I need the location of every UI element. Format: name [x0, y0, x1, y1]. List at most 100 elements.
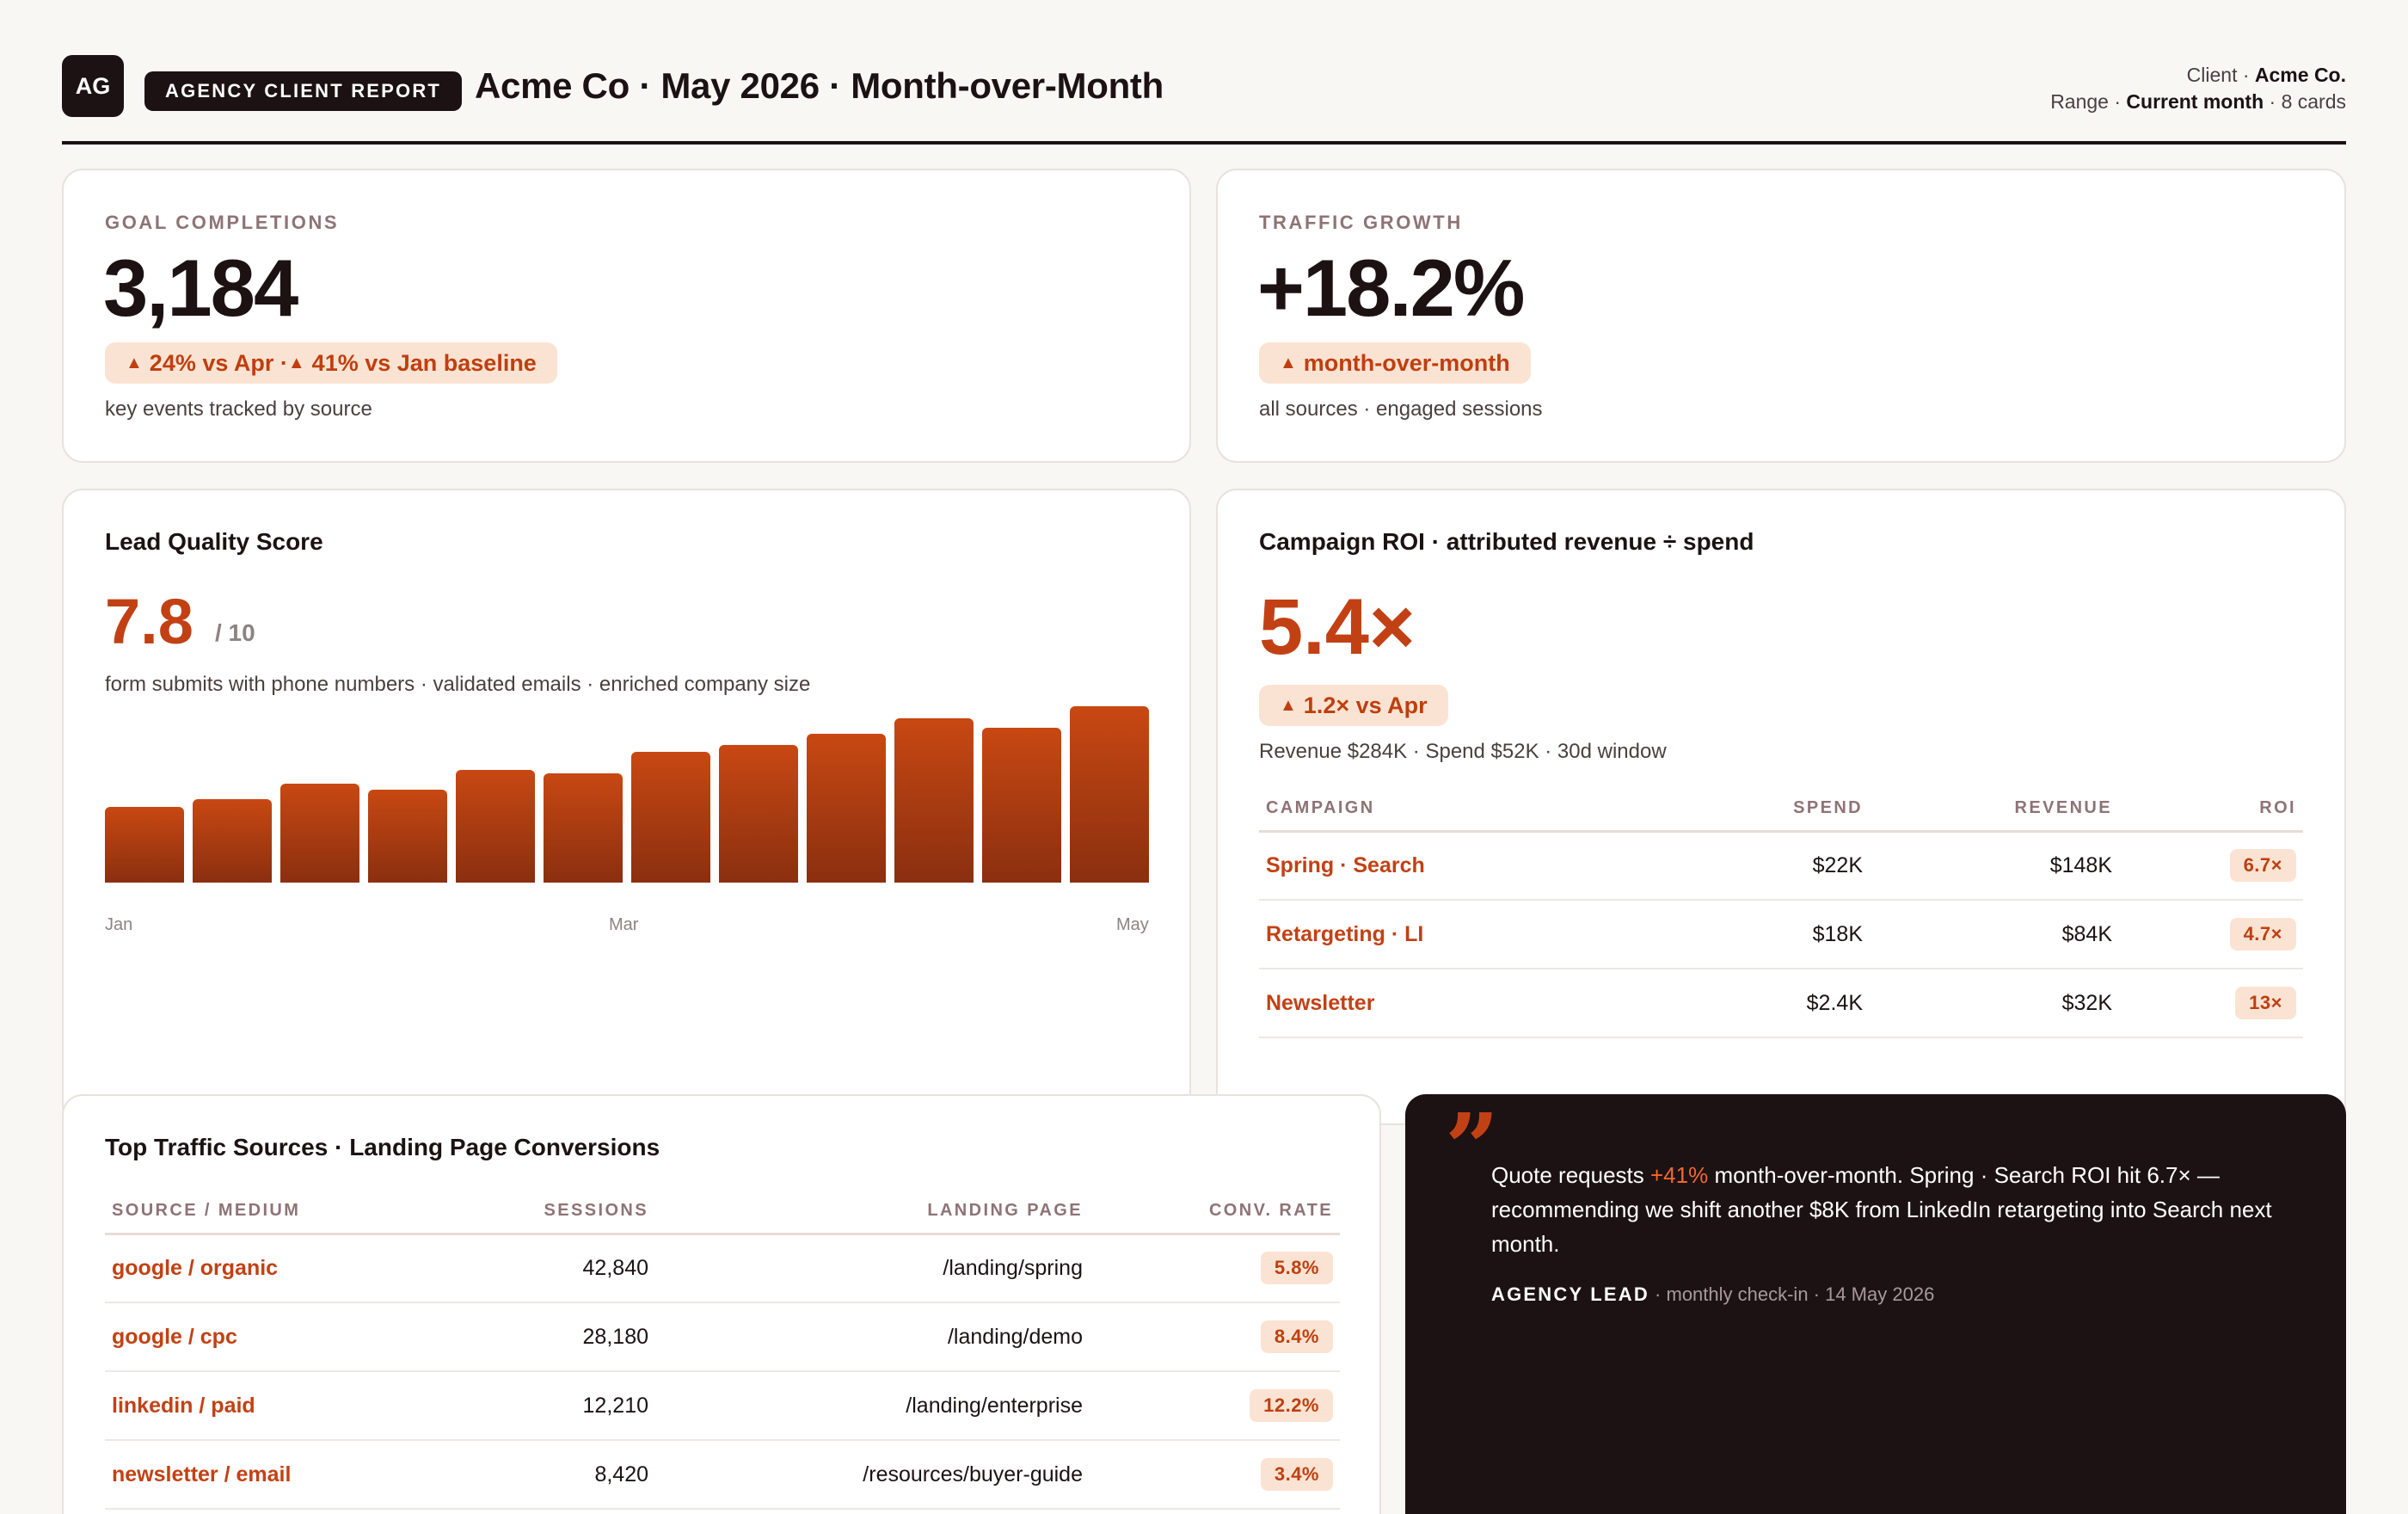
- lead-score-bar: [807, 734, 886, 883]
- table-row[interactable]: newsletter / email 8,420 /resources/buye…: [105, 1440, 1340, 1510]
- landing-page-cell: /landing/enterprise: [655, 1371, 1090, 1441]
- conv-rate-cell: 3.4%: [1090, 1440, 1340, 1510]
- col-landing-page[interactable]: LANDING PAGE: [655, 1189, 1090, 1235]
- score-scale: / 10: [215, 619, 255, 646]
- lead-score-bar: [719, 745, 798, 883]
- lead-score-bar: [544, 772, 623, 883]
- col-revenue[interactable]: REVENUE: [1870, 786, 2119, 833]
- table-row[interactable]: google / cpc 28,180 /landing/demo 8.4%: [105, 1302, 1340, 1372]
- tick-label-jan: Jan: [105, 915, 133, 934]
- kpi-caption: all sources · engaged sessions: [1259, 397, 1543, 421]
- campaign-name-link[interactable]: Newsletter: [1259, 969, 1655, 1038]
- revenue-cell: $148K: [1870, 831, 2119, 901]
- card-title: Lead Quality Score: [105, 528, 323, 555]
- quote-attribution: AGENCY LEAD · monthly check-in · 14 May …: [1491, 1283, 1934, 1306]
- sessions-cell: 28,180: [449, 1302, 655, 1372]
- col-spend[interactable]: SPEND: [1655, 786, 1870, 833]
- range-line: Range · Current month · 8 cards: [2050, 89, 2346, 115]
- client-line: Client · Acme Co.: [2050, 62, 2346, 89]
- table-header-row: CAMPAIGN SPEND REVENUE ROI: [1259, 786, 2303, 833]
- card-title: Campaign ROI · attributed revenue ÷ spen…: [1259, 528, 1754, 555]
- conv-rate-chip: 5.8%: [1260, 1252, 1333, 1285]
- traffic-growth-card: TRAFFIC GROWTH +18.2% ▲ month-over-month …: [1216, 169, 2346, 463]
- conv-rate-chip: 3.4%: [1260, 1458, 1333, 1491]
- revenue-cell: $84K: [1870, 900, 2119, 969]
- table-row[interactable]: linkedin / paid 12,210 /landing/enterpri…: [105, 1371, 1340, 1441]
- table-row[interactable]: Newsletter $2.4K $32K 13×: [1259, 969, 2303, 1038]
- campaign-name-link[interactable]: Retargeting · LI: [1259, 900, 1655, 969]
- range-value[interactable]: Current month: [2126, 90, 2264, 113]
- traffic-sources-card: Top Traffic Sources · Landing Page Conve…: [62, 1094, 1381, 1514]
- roi-chip: 4.7×: [2229, 918, 2296, 951]
- quote-author: AGENCY LEAD: [1491, 1283, 1649, 1305]
- score-value: 7.8: [105, 586, 194, 657]
- kpi-value: +18.2%: [1257, 243, 1525, 333]
- sessions-cell: 8,420: [449, 1440, 655, 1510]
- triangle-up-icon: ▲: [287, 353, 305, 372]
- delta-vs-apr: 24% vs Apr ·: [149, 349, 288, 376]
- roi-cell: 4.7×: [2119, 900, 2303, 969]
- quote-mark-icon: ”: [1445, 1092, 1500, 1203]
- score-caption: form submits with phone numbers · valida…: [105, 673, 811, 696]
- roi-chip: 6.7×: [2229, 849, 2296, 883]
- lead-score-bar: [631, 752, 710, 883]
- sessions-cell: 12,210: [449, 1371, 655, 1441]
- delta-vs-jan: 41% vs Jan baseline: [311, 349, 537, 376]
- report-header: AG AGENCY CLIENT REPORT Acme Co · May 20…: [62, 55, 2346, 145]
- conv-rate-chip: 12.2%: [1250, 1389, 1333, 1422]
- client-label: Client ·: [2186, 64, 2255, 86]
- triangle-up-icon: ▲: [1280, 695, 1297, 715]
- roi-cell: 6.7×: [2119, 831, 2303, 901]
- lead-quality-card: Lead Quality Score 7.8 / 10 form submits…: [62, 489, 1191, 1125]
- col-campaign[interactable]: CAMPAIGN: [1259, 786, 1655, 833]
- tick-label-mar: Mar: [609, 915, 639, 934]
- quote-highlight: +41%: [1650, 1162, 1709, 1188]
- lead-score-bar: [456, 769, 535, 883]
- tick-label-may: May: [1116, 915, 1149, 934]
- roi-cell: 13×: [2119, 969, 2303, 1038]
- quote-text-end: month-over-month. Spring · Search ROI hi…: [1491, 1162, 2272, 1257]
- delta-badge: ▲ month-over-month: [1259, 342, 1531, 384]
- source-link[interactable]: linkedin / paid: [105, 1371, 449, 1441]
- quote-text-start: Quote requests: [1491, 1162, 1650, 1188]
- table-row[interactable]: Retargeting · LI $18K $84K 4.7×: [1259, 900, 2303, 969]
- table-row[interactable]: google / organic 42,840 /landing/spring …: [105, 1234, 1340, 1303]
- goal-completions-card: GOAL COMPLETIONS 3,184 ▲ 24% vs Apr · ▲ 41…: [62, 169, 1191, 463]
- col-roi[interactable]: ROI: [2119, 786, 2303, 833]
- quote-text: Quote requests +41% month-over-month. Sp…: [1491, 1158, 2317, 1261]
- campaign-roi-card: Campaign ROI · attributed revenue ÷ spen…: [1216, 489, 2346, 1125]
- lead-quality-bar-chart: [105, 705, 1149, 883]
- range-label: Range ·: [2050, 90, 2127, 113]
- spend-cell: $22K: [1655, 831, 1870, 901]
- lead-score-bar: [368, 789, 447, 883]
- conv-rate-chip: 8.4%: [1260, 1320, 1333, 1353]
- range-suffix: · 8 cards: [2264, 90, 2347, 113]
- triangle-up-icon: ▲: [126, 353, 143, 372]
- conv-rate-cell: 12.2%: [1090, 1371, 1340, 1441]
- report-meta: Client · Acme Co. Range · Current month …: [2050, 62, 2346, 115]
- col-sessions[interactable]: SESSIONS: [449, 1189, 655, 1235]
- campaign-name-link[interactable]: Spring · Search: [1259, 831, 1655, 901]
- col-conv-rate[interactable]: CONV. RATE: [1090, 1189, 1340, 1235]
- source-link[interactable]: google / cpc: [105, 1302, 449, 1372]
- spend-cell: $18K: [1655, 900, 1870, 969]
- agency-lead-quote-card: ” Quote requests +41% month-over-month. …: [1405, 1094, 2346, 1514]
- lead-score-bar: [280, 784, 359, 883]
- lead-score-bar: [105, 807, 184, 883]
- kpi-label: TRAFFIC GROWTH: [1259, 212, 1463, 233]
- table-row[interactable]: Spring · Search $22K $148K 6.7×: [1259, 831, 2303, 901]
- col-source-medium[interactable]: SOURCE / MEDIUM: [105, 1189, 449, 1235]
- kpi-label: GOAL COMPLETIONS: [105, 212, 340, 233]
- landing-page-cell: /resources/buyer-guide: [655, 1440, 1090, 1510]
- source-link[interactable]: google / organic: [105, 1234, 449, 1303]
- roi-chip: 13×: [2235, 987, 2296, 1019]
- landing-page-cell: /landing/spring: [655, 1234, 1090, 1303]
- report-type-badge: AGENCY CLIENT REPORT: [144, 71, 463, 111]
- agency-logo: AG: [62, 55, 124, 117]
- delta-badge: ▲ 24% vs Apr · ▲ 41% vs Jan baseline: [105, 342, 557, 384]
- revenue-cell: $32K: [1870, 969, 2119, 1038]
- source-link[interactable]: newsletter / email: [105, 1440, 449, 1510]
- table-header-row: SOURCE / MEDIUM SESSIONS LANDING PAGE CO…: [105, 1189, 1340, 1235]
- lead-score-bar: [894, 718, 974, 883]
- lead-score-bar: [193, 799, 272, 883]
